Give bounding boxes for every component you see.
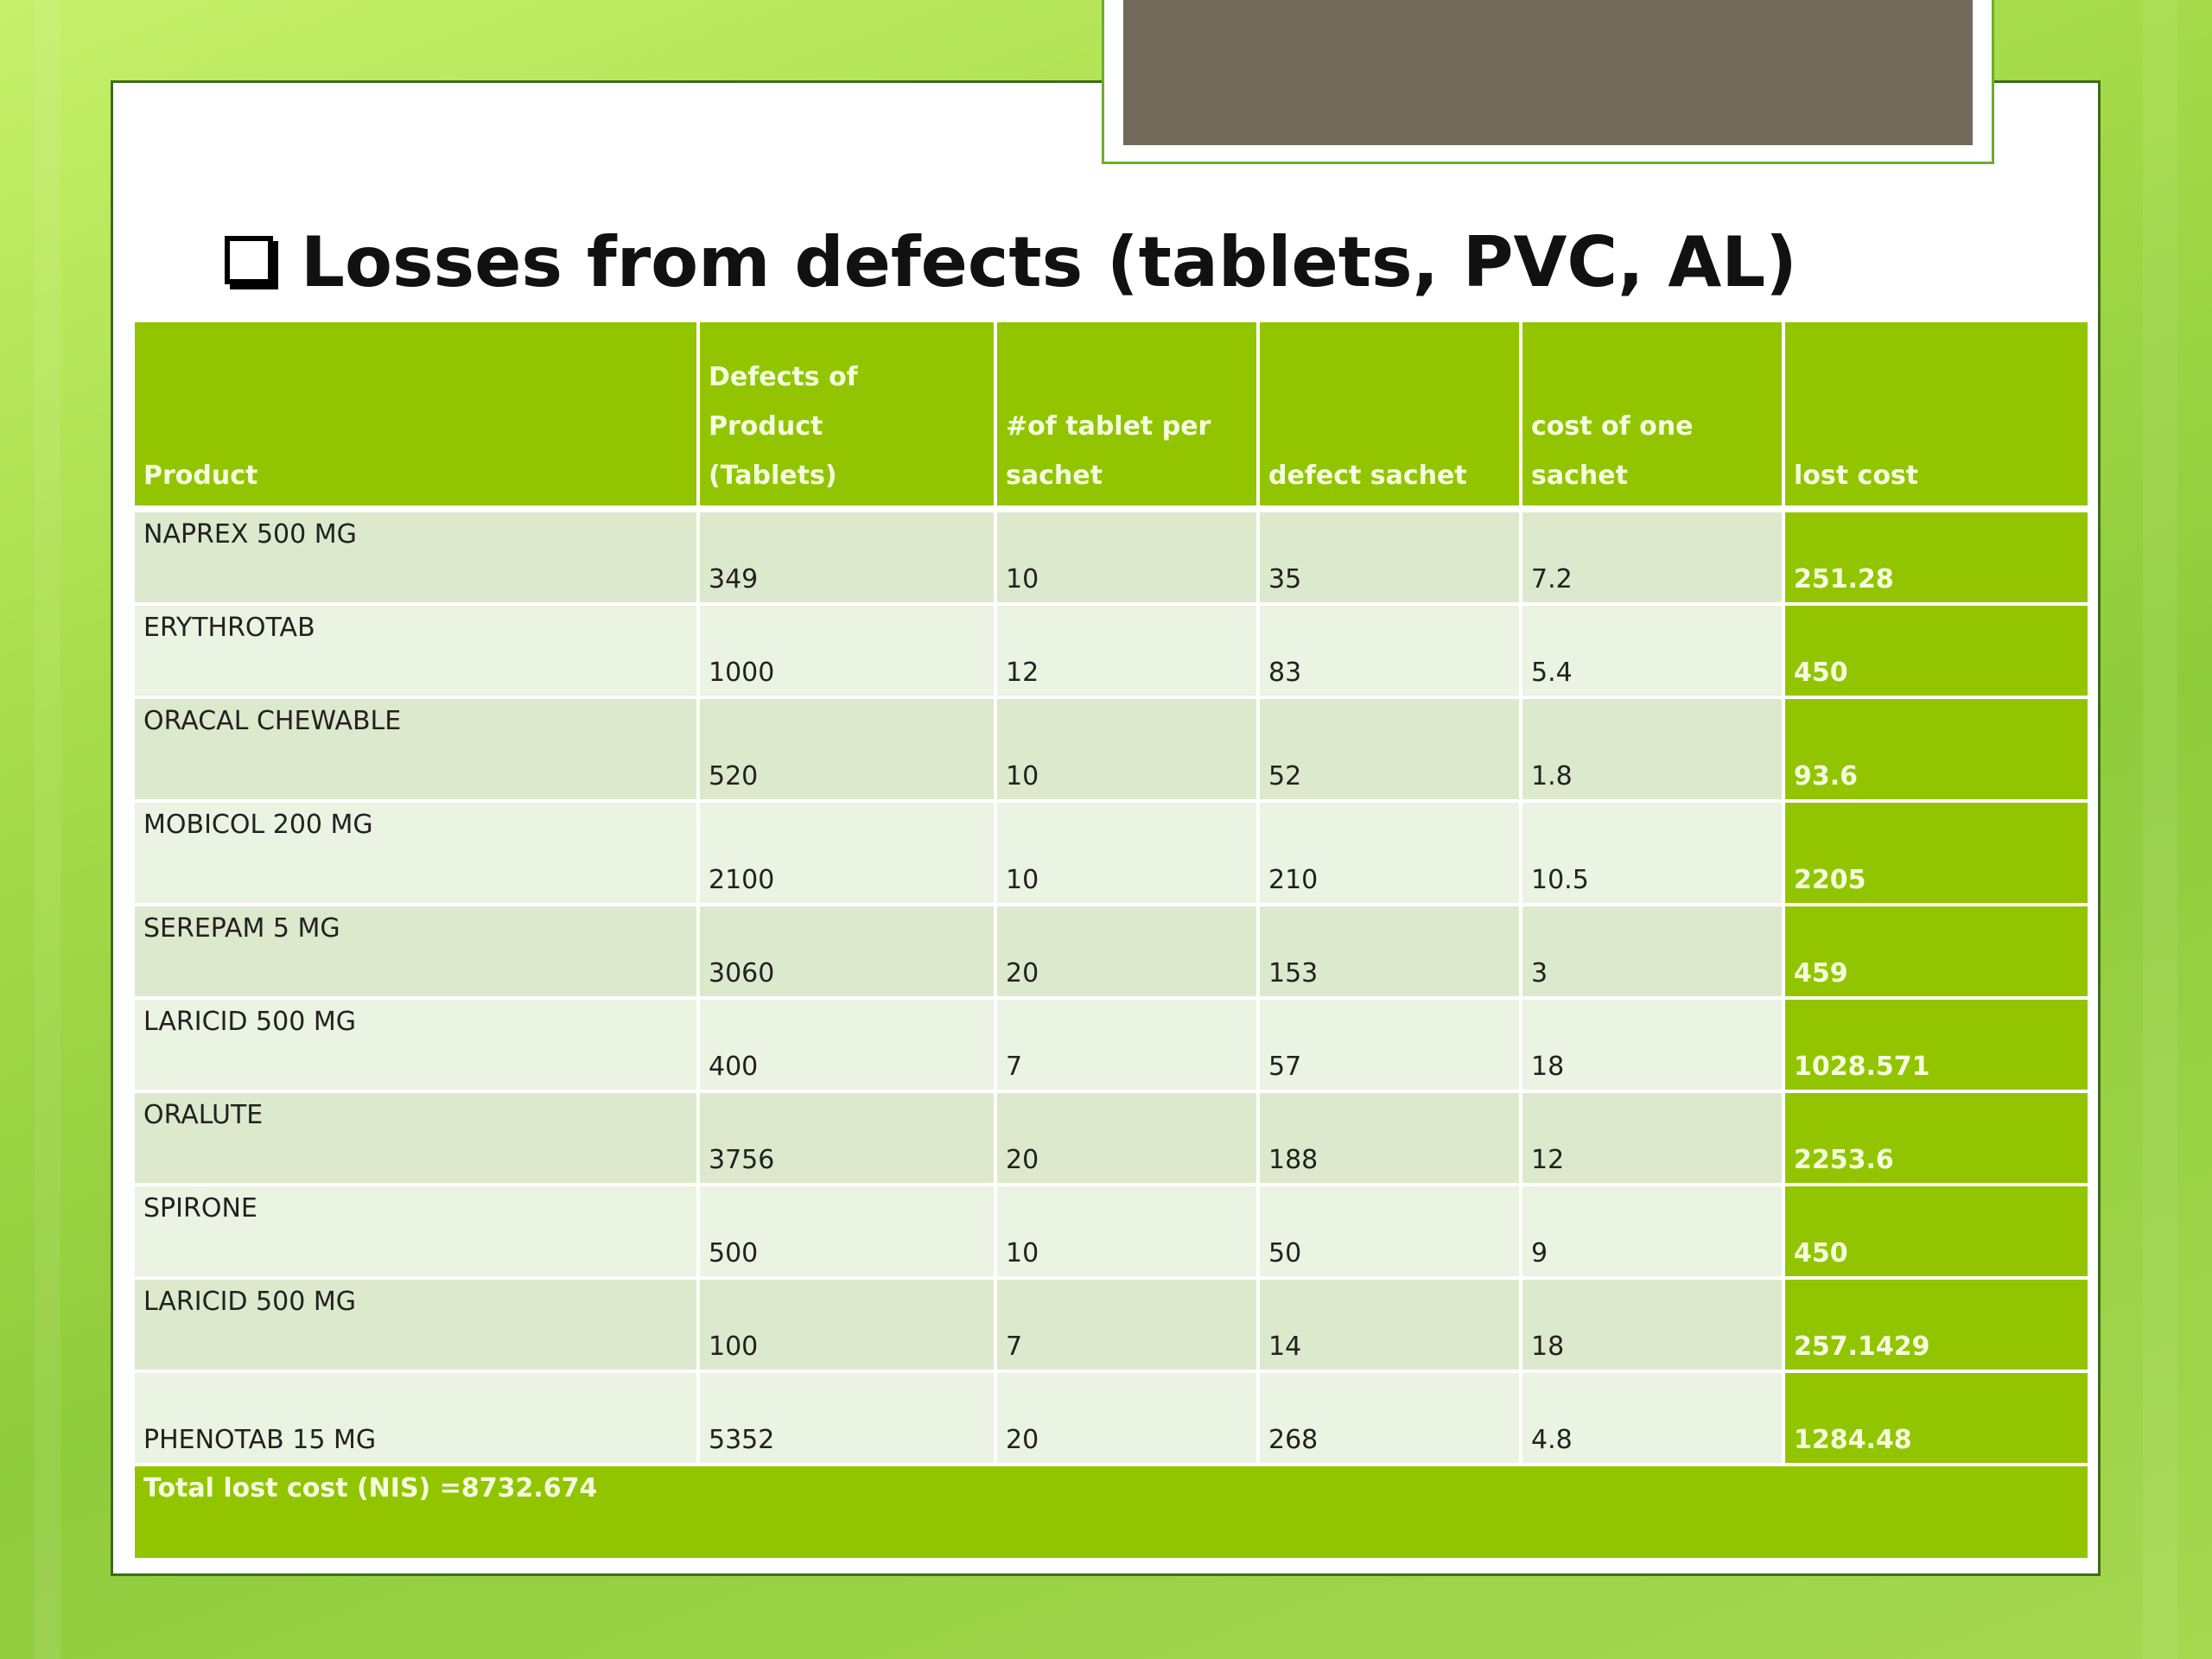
defect-sachet: 210 [1260, 803, 1519, 906]
header-text-line: Product [709, 411, 823, 442]
table-row: PHENOTAB 15 MG 5352 20 268 4.8 1284.48 [135, 1373, 2088, 1466]
tablets-per-sachet: 20 [997, 1373, 1256, 1466]
table-row: SPIRONE 500 10 50 9 450 [135, 1186, 2088, 1280]
table-row: ORACAL CHEWABLE 520 10 52 1.8 93.6 [135, 699, 2088, 803]
cost-one-sachet: 5.4 [1522, 606, 1782, 699]
header-text-line: lost cost [1794, 461, 1919, 491]
tablets-per-sachet: 20 [997, 1093, 1256, 1186]
table-row: MOBICOL 200 MG 2100 10 210 10.5 2205 [135, 803, 2088, 906]
defects-count: 100 [700, 1280, 994, 1373]
defect-sachet: 153 [1260, 906, 1519, 1000]
header-tablets-per-sachet: #of tablet per sachet [997, 322, 1256, 512]
tablets-per-sachet: 20 [997, 906, 1256, 1000]
product-name: ORACAL CHEWABLE [135, 699, 696, 803]
table-row: SEREPAM 5 MG 3060 20 153 3 459 [135, 906, 2088, 1000]
defects-count: 5352 [700, 1373, 994, 1466]
tablets-per-sachet: 12 [997, 606, 1256, 699]
table-row: ORALUTE 3756 20 188 12 2253.6 [135, 1093, 2088, 1186]
cost-one-sachet: 18 [1522, 1000, 1782, 1093]
header-lost-cost: lost cost [1785, 322, 2088, 512]
cost-one-sachet: 4.8 [1522, 1373, 1782, 1466]
tablets-per-sachet: 10 [997, 1186, 1256, 1280]
defects-count: 3060 [700, 906, 994, 1000]
total-lost-cost: Total lost cost (NIS) =8732.674 [135, 1466, 2088, 1558]
table-row: ERYTHROTAB 1000 12 83 5.4 450 [135, 606, 2088, 699]
product-name: PHENOTAB 15 MG [135, 1373, 696, 1466]
product-name: MOBICOL 200 MG [135, 803, 696, 906]
defect-sachet: 188 [1260, 1093, 1519, 1186]
defects-count: 3756 [700, 1093, 994, 1186]
product-name: SEREPAM 5 MG [135, 906, 696, 1000]
cost-one-sachet: 12 [1522, 1093, 1782, 1186]
header-text-line: (Tablets) [709, 461, 837, 491]
product-name: ORALUTE [135, 1093, 696, 1186]
defects-table: Product Defects of Product (Tablets) #of tab… [131, 322, 2091, 1558]
defect-sachet: 268 [1260, 1373, 1519, 1466]
tablets-per-sachet: 7 [997, 1000, 1256, 1093]
lost-cost: 2253.6 [1785, 1093, 2088, 1186]
lost-cost: 2205 [1785, 803, 2088, 906]
defect-sachet: 35 [1260, 512, 1519, 606]
defect-sachet: 83 [1260, 606, 1519, 699]
lost-cost: 1028.571 [1785, 1000, 2088, 1093]
tablets-per-sachet: 10 [997, 699, 1256, 803]
table-body: NAPREX 500 MG 349 10 35 7.2 251.28 ERYTHROTAB 1… [135, 512, 2088, 1466]
table-row: NAPREX 500 MG 349 10 35 7.2 251.28 [135, 512, 2088, 606]
slide-title-row: Losses from defects (tablets, PVC, AL) [225, 214, 1797, 309]
cost-one-sachet: 1.8 [1522, 699, 1782, 803]
header-row: Product Defects of Product (Tablets) #of tab… [135, 322, 2088, 512]
header-text-line: sachet [1531, 461, 1628, 491]
defect-sachet: 52 [1260, 699, 1519, 803]
header-text-line: defect sachet [1268, 461, 1467, 491]
cost-one-sachet: 3 [1522, 906, 1782, 1000]
defects-count: 500 [700, 1186, 994, 1280]
product-name: SPIRONE [135, 1186, 696, 1280]
defects-count: 349 [700, 512, 994, 606]
header-defects: Defects of Product (Tablets) [700, 322, 994, 512]
table-header: Product Defects of Product (Tablets) #of tab… [135, 322, 2088, 512]
defects-count: 2100 [700, 803, 994, 906]
total-row: Total lost cost (NIS) =8732.674 [135, 1466, 2088, 1558]
tablets-per-sachet: 7 [997, 1280, 1256, 1373]
defects-count: 400 [700, 1000, 994, 1093]
table-row: LARICID 500 MG 100 7 14 18 257.1429 [135, 1280, 2088, 1373]
cost-one-sachet: 18 [1522, 1280, 1782, 1373]
cost-one-sachet: 9 [1522, 1186, 1782, 1280]
header-defect-sachet: defect sachet [1260, 322, 1519, 512]
title-tab-box [1123, 0, 1973, 145]
slide-title: Losses from defects (tablets, PVC, AL) [301, 221, 1797, 302]
defects-count: 520 [700, 699, 994, 803]
table-row: LARICID 500 MG 400 7 57 18 1028.571 [135, 1000, 2088, 1093]
lost-cost: 450 [1785, 606, 2088, 699]
product-name: ERYTHROTAB [135, 606, 696, 699]
lost-cost: 450 [1785, 1186, 2088, 1280]
header-text-line: Defects of [709, 362, 858, 392]
defect-sachet: 14 [1260, 1280, 1519, 1373]
header-product: Product [135, 322, 696, 512]
background-stripe [35, 0, 60, 1659]
lost-cost: 257.1429 [1785, 1280, 2088, 1373]
product-name: NAPREX 500 MG [135, 512, 696, 606]
lost-cost: 251.28 [1785, 512, 2088, 606]
background-stripe [2143, 0, 2177, 1659]
product-name: LARICID 500 MG [135, 1280, 696, 1373]
defects-count: 1000 [700, 606, 994, 699]
table-footer: Total lost cost (NIS) =8732.674 [135, 1466, 2088, 1558]
lost-cost: 459 [1785, 906, 2088, 1000]
header-text-line: sachet [1006, 461, 1103, 491]
tablets-per-sachet: 10 [997, 512, 1256, 606]
defect-sachet: 50 [1260, 1186, 1519, 1280]
product-name: LARICID 500 MG [135, 1000, 696, 1093]
header-text-line: Product [143, 461, 258, 491]
header-text-line: cost of one [1531, 411, 1694, 442]
tablets-per-sachet: 10 [997, 803, 1256, 906]
header-text-line: #of tablet per [1006, 411, 1211, 442]
cost-one-sachet: 7.2 [1522, 512, 1782, 606]
checkbox-bullet-icon [225, 236, 278, 289]
lost-cost: 1284.48 [1785, 1373, 2088, 1466]
lost-cost: 93.6 [1785, 699, 2088, 803]
defect-sachet: 57 [1260, 1000, 1519, 1093]
header-cost-one-sachet: cost of one sachet [1522, 322, 1782, 512]
cost-one-sachet: 10.5 [1522, 803, 1782, 906]
